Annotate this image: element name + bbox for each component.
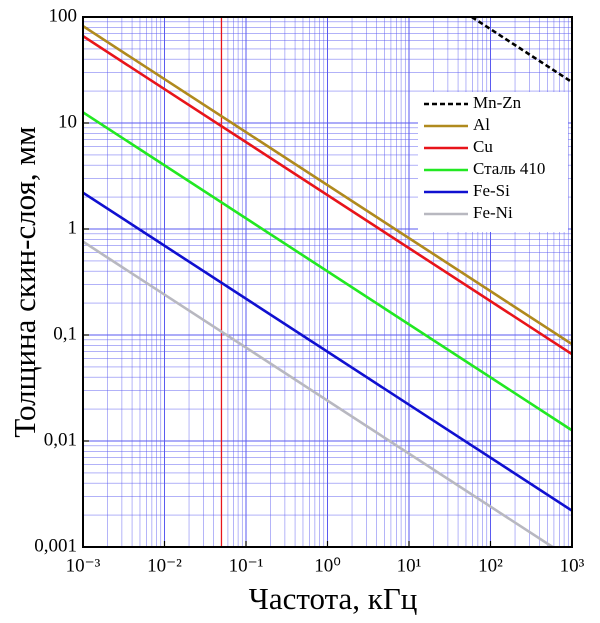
y-tick-label: 100 xyxy=(49,5,78,26)
x-axis-label: Частота, кГц xyxy=(249,581,418,616)
legend-label: Сталь 410 xyxy=(473,159,545,178)
y-tick-label: 10 xyxy=(58,111,77,132)
legend: Mn-Zn Al Cu Сталь 410 Fe-Si Fe-Ni xyxy=(418,92,568,232)
series-line xyxy=(83,111,572,432)
y-axis-label: Толщина скин-слоя, мм xyxy=(7,126,42,437)
x-tick-label: 10² xyxy=(478,555,503,576)
x-tick-label: 10⁰ xyxy=(314,555,341,576)
legend-box xyxy=(418,92,568,232)
x-tick-label: 10⁻³ xyxy=(66,555,101,576)
x-tick-label: 10³ xyxy=(560,555,585,576)
series-line xyxy=(83,25,572,346)
x-tick-label: 10¹ xyxy=(397,555,422,576)
x-tick-label: 10⁻¹ xyxy=(229,555,264,576)
series-line xyxy=(83,240,554,547)
y-tick-label: 0,01 xyxy=(44,429,77,450)
x-tick-label: 10⁻² xyxy=(147,555,182,576)
legend-label: Fe-Si xyxy=(473,181,510,200)
lines xyxy=(83,17,572,547)
series-line xyxy=(83,35,572,356)
y-tick-label: 0,1 xyxy=(53,323,77,344)
legend-label: Mn-Zn xyxy=(473,93,522,112)
series-line xyxy=(471,17,572,84)
legend-label: Fe-Ni xyxy=(473,203,513,222)
legend-label: Al xyxy=(473,115,490,134)
y-tick-label: 0,001 xyxy=(34,535,77,556)
series-line xyxy=(83,191,572,512)
legend-label: Cu xyxy=(473,137,493,156)
y-tick-label: 1 xyxy=(68,217,78,238)
plot-frame xyxy=(82,16,573,548)
